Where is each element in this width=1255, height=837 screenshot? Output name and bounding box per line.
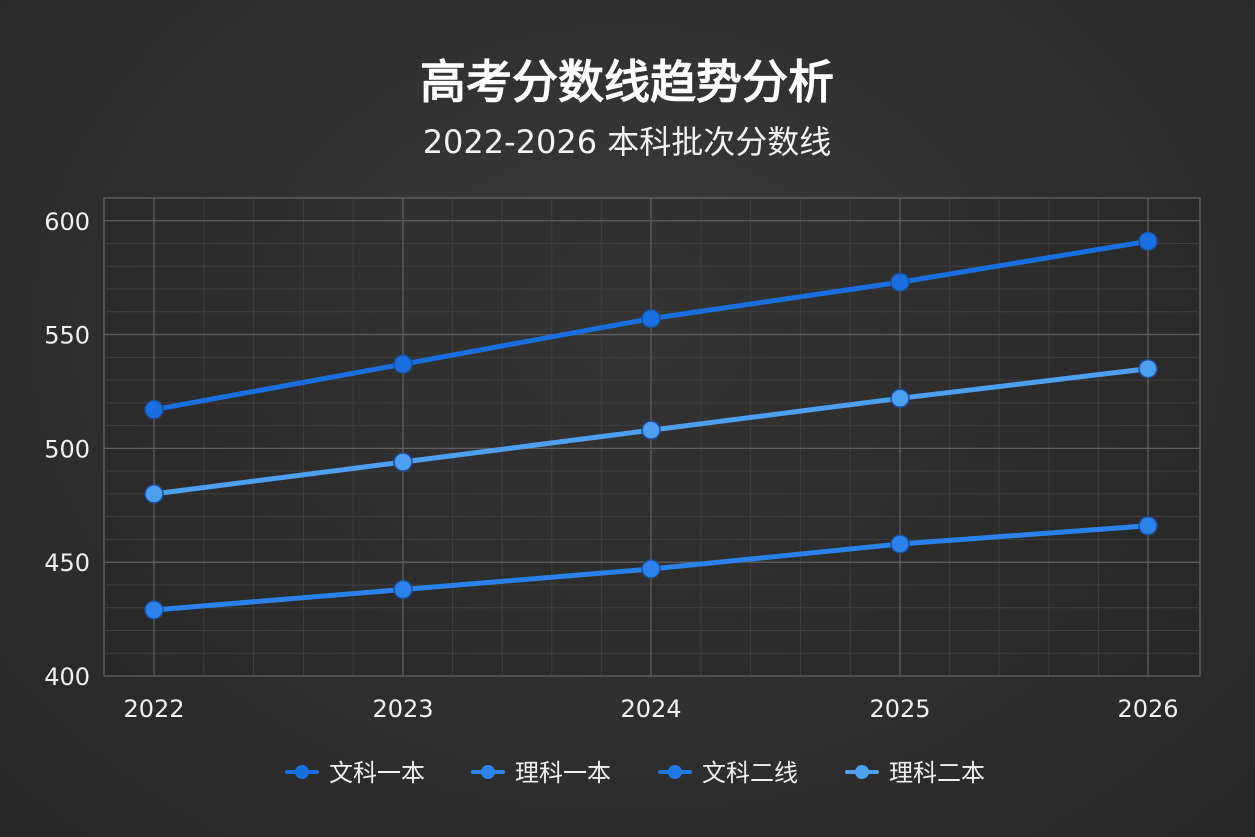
y-tick-label: 600 [44, 208, 90, 236]
x-tick-label: 2024 [620, 695, 681, 723]
legend-swatch-marker [481, 765, 495, 779]
data-point [144, 484, 164, 504]
legend-label: 文科一本 [329, 759, 425, 787]
x-tick-label: 2023 [372, 695, 433, 723]
x-axis-ticks: 2022 2023 2024 2025 2026 [123, 695, 1178, 723]
data-point [1138, 231, 1158, 251]
y-tick-label: 450 [44, 549, 90, 577]
data-point [393, 354, 413, 374]
legend-swatch-marker [855, 765, 869, 779]
legend-swatch-marker [668, 765, 682, 779]
chart-title: 高考分数线趋势分析 [420, 55, 834, 109]
data-point [1138, 516, 1158, 536]
data-point [393, 579, 413, 600]
data-point [890, 272, 910, 292]
data-point [393, 452, 413, 472]
legend-label: 文科二线 [702, 759, 798, 787]
data-point [144, 600, 164, 620]
data-point [890, 534, 910, 554]
y-tick-label: 550 [44, 322, 90, 350]
data-point [144, 399, 164, 420]
data-point [641, 420, 661, 440]
y-tick-label: 500 [44, 435, 90, 463]
legend-label: 理科一本 [515, 759, 611, 787]
data-point [890, 388, 910, 409]
legend-label: 理科二本 [889, 759, 985, 787]
data-point [641, 308, 661, 329]
minor-grid [104, 198, 1200, 676]
y-tick-label: 400 [44, 663, 90, 691]
y-axis-ticks: 400 450 500 550 600 [44, 208, 90, 691]
legend-swatch-marker [295, 765, 309, 779]
x-tick-label: 2025 [869, 695, 930, 723]
chart-subtitle: 2022-2026 本科批次分数线 [423, 123, 832, 161]
x-tick-label: 2022 [123, 695, 184, 723]
legend: 文科一本 理科一本 文科二线 理科二本 [285, 759, 985, 787]
data-point [641, 559, 661, 579]
x-tick-label: 2026 [1117, 695, 1178, 723]
data-point [1138, 358, 1158, 379]
series-layer [144, 231, 1158, 620]
